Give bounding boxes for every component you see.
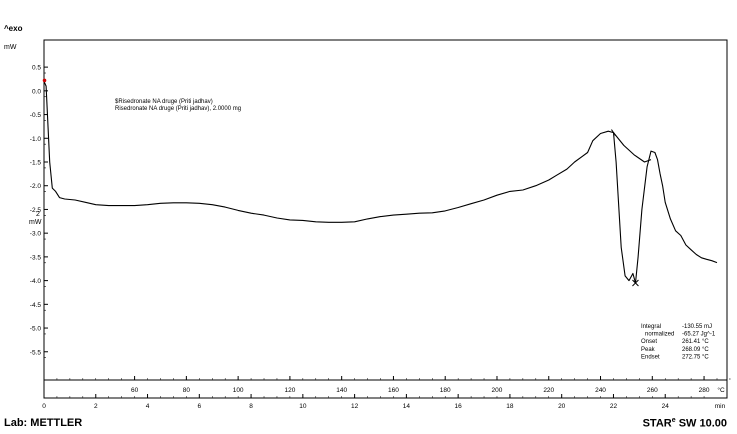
time-tick-label: 8 [249,403,253,410]
y-tick-label: -3.5 [30,254,42,261]
temp-tick-label: 280 [699,387,710,394]
time-tick-label: 0 [42,403,46,410]
temp-tick-label: 180 [440,387,451,394]
temperature-axis: 60 80 100 120 140 160 180 200 220 240 260 280 °C [56,376,731,394]
software-name: STAR [642,417,672,430]
software-label: STARe SW 10.00 [643,417,727,430]
legend-line-2: Risedronate NA druge (Priti jadhav), 2.0… [115,106,241,112]
y-tick-label: 0.0 [32,88,41,95]
time-tick-label: 14 [403,403,411,410]
peak-annotation: Integral -130.55 mJ normalized -65.27 Jg^-1… [641,324,716,360]
time-tick-label: 4 [146,403,150,410]
annotation-value: -130.55 mJ [682,324,712,330]
temp-tick-label: 80 [183,387,191,394]
temp-tick-label: 120 [284,387,295,394]
y-tick-label: 0.5 [32,65,41,72]
plot-frame [43,39,728,399]
y-tick-label: -4.0 [30,278,42,285]
time-tick-label: 12 [351,403,359,410]
time-tick-label: 6 [197,403,201,410]
annotation-value: 261.41 °C [682,339,709,345]
temp-tick-label: 160 [388,387,399,394]
onset-marker [611,129,616,136]
time-axis: 0 2 4 6 8 10 12 14 16 18 20 22 24 min [42,394,726,410]
y-tick-label: -4.5 [30,302,42,309]
y-axis: 0.5 0.0 -0.5 -1.0 -1.5 -2.0 -2.5 -3.0 -3.5 -4.0 -4… [30,65,48,358]
temp-tick-label: 240 [595,387,606,394]
lab-label: Lab: METTLER [4,417,83,429]
annotation-label: Endset [641,354,660,360]
y-unit-label: mW [4,44,17,51]
annotation-value: 268.09 °C [682,347,709,353]
temp-unit-label: °C [717,386,725,394]
start-marker [42,78,47,83]
time-tick-label: 2 [94,403,98,410]
y-tick-label: -3.0 [30,231,42,238]
y-tick-label: -1.5 [30,160,42,167]
software-version: SW 10.00 [675,417,727,430]
y-tick-label: -2.0 [30,183,42,190]
temp-tick-label: 260 [647,387,658,394]
y-tick-label: -5.5 [30,349,42,356]
annotation-value: -65.27 Jg^-1 [682,332,716,338]
legend-line-1: $Risedronate NA druge (Priti jadhav) [115,99,213,105]
time-unit-label: min [715,403,726,410]
series-group [42,78,718,287]
time-tick-label: 24 [662,403,670,410]
y-tick-label: -1.0 [30,136,42,143]
time-tick-label: 16 [455,403,463,410]
time-tick-label: 20 [558,403,566,410]
y-tick-label: -2.5 [30,207,42,214]
dsc-curve [43,81,718,284]
annotation-label: normalized [645,332,674,338]
side-scale-top: 2 [36,211,40,218]
time-tick-label: 18 [506,403,514,410]
side-scale-bottom: mW [29,219,42,226]
annotation-value: 272.75 °C [682,354,709,360]
time-tick-label: 22 [610,403,618,410]
temp-tick-label: 60 [131,387,139,394]
temp-tick-label: 100 [233,387,244,394]
temp-tick-label: 140 [336,387,347,394]
y-tick-label: -5.0 [30,326,42,333]
y-tick-label: -0.5 [30,112,42,119]
temp-tick-label: 220 [543,387,554,394]
time-tick-label: 10 [299,403,307,410]
exo-label: ^exo [4,24,23,33]
peak-marker [632,279,639,287]
temp-tick-label: 200 [492,387,503,394]
annotation-label: Onset [641,339,657,345]
integration-baseline [613,132,652,163]
annotation-label: Integral [641,324,661,330]
annotation-label: Peak [641,347,656,353]
software-sup: e [671,417,676,424]
